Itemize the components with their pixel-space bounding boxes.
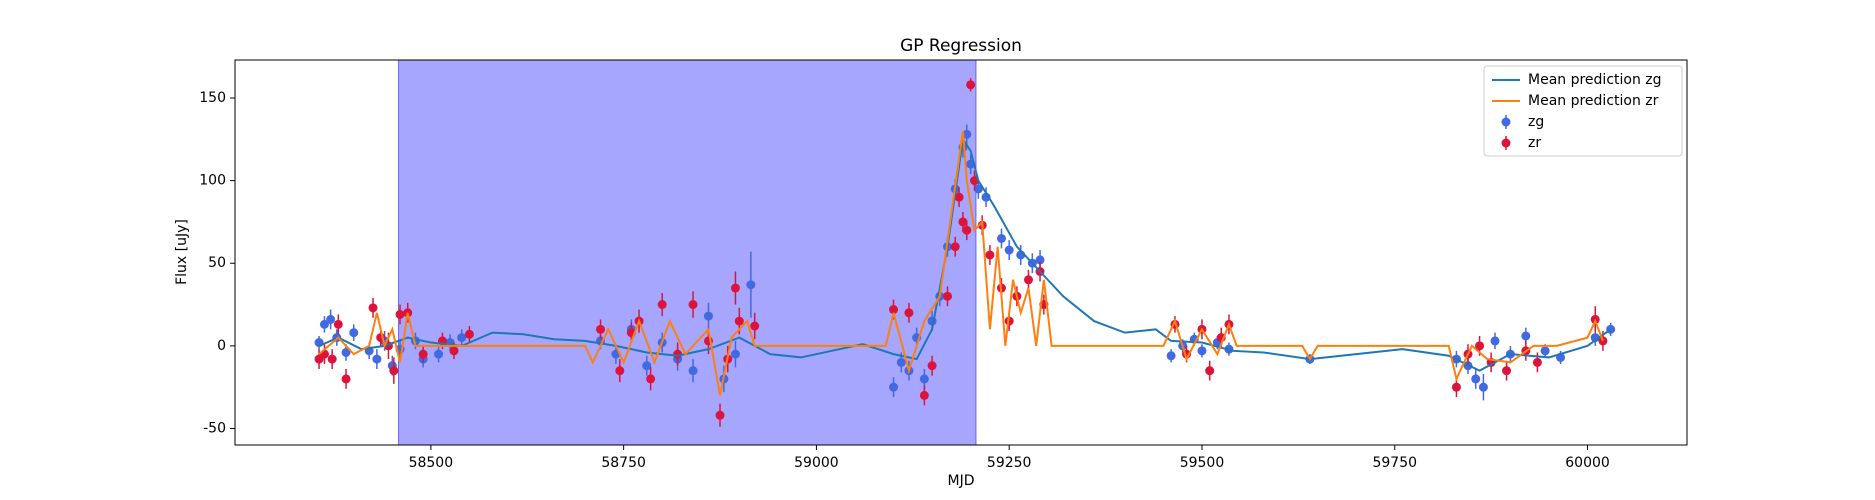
y-tick-label: 100: [199, 173, 226, 189]
data-point: [1471, 374, 1481, 384]
data-point: [615, 366, 625, 376]
data-point: [1521, 331, 1531, 341]
data-point: [1540, 346, 1550, 356]
data-point: [904, 308, 914, 318]
data-point: [1451, 382, 1461, 392]
legend-label: zr: [1528, 135, 1541, 151]
y-axis-label: Flux [uJy]: [174, 219, 190, 285]
data-point: [372, 354, 382, 364]
data-point: [1475, 341, 1485, 351]
data-point: [642, 361, 652, 371]
legend-label: zg: [1528, 114, 1544, 130]
data-point: [688, 300, 698, 310]
x-tick-label: 59000: [794, 455, 839, 471]
legend-swatch: [1501, 117, 1511, 127]
data-point: [730, 283, 740, 293]
data-point: [703, 311, 713, 321]
data-point: [889, 382, 899, 392]
data-point: [950, 242, 960, 252]
data-point: [1004, 245, 1014, 255]
data-point: [889, 305, 899, 315]
data-point: [395, 309, 405, 319]
data-point: [657, 300, 667, 310]
data-point: [449, 346, 459, 356]
y-tick-label: -50: [203, 420, 226, 436]
data-point: [333, 319, 343, 329]
data-point: [734, 316, 744, 326]
data-point: [896, 357, 906, 367]
legend-label: Mean prediction zr: [1528, 93, 1659, 109]
data-point: [966, 80, 976, 90]
plot-area: [314, 78, 1616, 427]
data-point: [1035, 255, 1045, 265]
data-point: [464, 329, 474, 339]
data-point: [327, 354, 337, 364]
data-point: [434, 349, 444, 359]
data-point: [962, 225, 972, 235]
data-point: [418, 349, 428, 359]
plot-frame: [234, 59, 1688, 446]
data-point: [341, 374, 351, 384]
x-axis-label: MJD: [948, 473, 975, 489]
y-tick-label: 50: [208, 255, 226, 271]
data-point: [919, 390, 929, 400]
data-point: [646, 374, 656, 384]
y-tick-label: 0: [217, 338, 226, 354]
data-point: [954, 192, 964, 202]
legend-swatch: [1501, 138, 1511, 148]
x-tick-label: 58500: [409, 455, 454, 471]
legend-box: [1483, 65, 1683, 157]
data-point: [1166, 351, 1176, 361]
data-point: [688, 366, 698, 376]
shaded-span: [397, 59, 977, 446]
data-point: [943, 291, 953, 301]
data-point: [596, 324, 606, 334]
data-point: [730, 349, 740, 359]
mean-line: [318, 130, 1604, 396]
data-point: [368, 303, 378, 313]
data-point: [958, 217, 968, 227]
data-point: [326, 314, 336, 324]
data-point: [1490, 336, 1500, 346]
legend-label: Mean prediction zg: [1528, 72, 1662, 88]
data-point: [457, 333, 467, 343]
data-point: [389, 366, 399, 376]
data-point: [919, 374, 929, 384]
data-point: [1197, 346, 1207, 356]
data-point: [750, 321, 760, 331]
data-point: [985, 250, 995, 260]
y-tick-label: 150: [199, 90, 226, 106]
data-point: [962, 129, 972, 139]
data-point: [973, 184, 983, 194]
data-point: [1502, 366, 1512, 376]
data-point: [1023, 275, 1033, 285]
data-point: [1532, 357, 1542, 367]
data-point: [341, 347, 351, 357]
data-point: [1205, 366, 1215, 376]
x-tick-label: 59500: [1180, 455, 1225, 471]
data-point: [1478, 382, 1488, 392]
data-point: [746, 280, 756, 290]
data-point: [996, 233, 1006, 243]
data-point: [349, 328, 359, 338]
data-point: [319, 319, 329, 329]
data-point: [715, 410, 725, 420]
x-tick-label: 59250: [987, 455, 1032, 471]
chart-title: GP Regression: [900, 36, 1022, 56]
data-point: [927, 361, 937, 371]
x-tick-label: 58750: [601, 455, 646, 471]
x-tick-label: 59750: [1372, 455, 1417, 471]
x-tick-label: 60000: [1565, 455, 1610, 471]
